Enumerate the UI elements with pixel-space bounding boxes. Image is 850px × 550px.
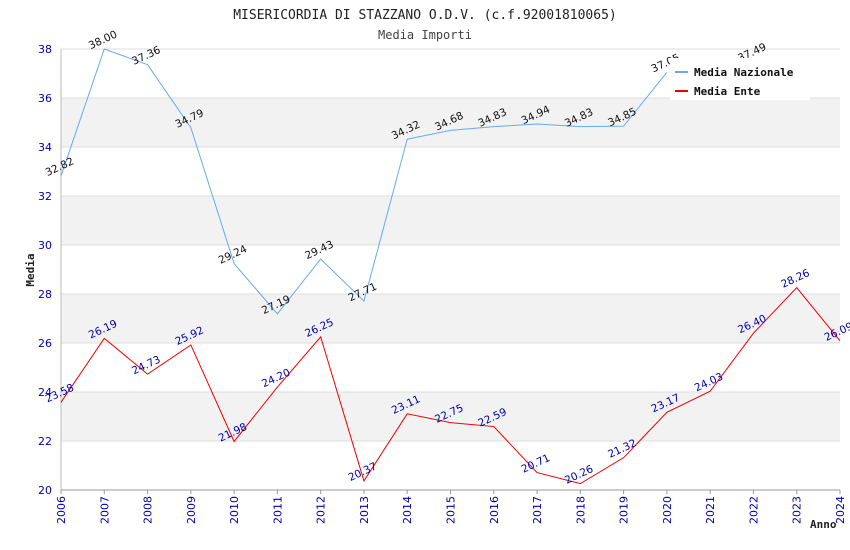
plot-band xyxy=(61,98,840,147)
chart-subtitle: Media Importi xyxy=(378,28,472,42)
x-axis-ticks: 2006 2007 2008 2009 2010 2011 2012 2013 2014 2015… xyxy=(55,490,847,524)
plot-band xyxy=(61,392,840,441)
y-tick-label: 26 xyxy=(38,337,52,350)
x-tick-label: 2018 xyxy=(574,496,587,524)
x-tick-label: 2023 xyxy=(791,496,804,524)
plot-bands xyxy=(61,49,840,490)
x-tick-label: 2010 xyxy=(228,496,241,524)
x-tick-label: 2009 xyxy=(185,496,198,524)
y-tick-label: 30 xyxy=(38,239,52,252)
legend-label: Media Ente xyxy=(694,85,761,98)
y-tick-label: 20 xyxy=(38,484,52,497)
plot-band xyxy=(61,245,840,294)
x-tick-label: 2011 xyxy=(271,496,284,524)
x-tick-label: 2022 xyxy=(747,496,760,524)
legend-box xyxy=(670,58,810,100)
legend-label: Media Nazionale xyxy=(694,66,794,79)
plot-band xyxy=(61,196,840,245)
y-axis-label: Media xyxy=(24,253,37,286)
x-tick-label: 2020 xyxy=(661,496,674,524)
y-tick-label: 24 xyxy=(38,386,52,399)
plot-band xyxy=(61,343,840,392)
x-tick-label: 2019 xyxy=(618,496,631,524)
x-tick-label: 2008 xyxy=(142,496,155,524)
y-axis-ticks: 20 22 24 26 28 30 32 34 36 38 xyxy=(38,43,52,497)
x-axis-label: Anno xyxy=(810,518,837,531)
series-lines xyxy=(60,49,841,485)
series-line-ente xyxy=(60,286,841,485)
x-tick-label: 2013 xyxy=(358,496,371,524)
x-tick-label: 2017 xyxy=(531,496,544,524)
x-tick-label: 2015 xyxy=(445,496,458,524)
x-tick-label: 2021 xyxy=(704,496,717,524)
y-tick-label: 32 xyxy=(38,190,52,203)
y-tick-label: 22 xyxy=(38,435,52,448)
y-tick-label: 34 xyxy=(38,141,52,154)
x-tick-label: 2006 xyxy=(55,496,68,524)
plot-band xyxy=(61,441,840,490)
y-tick-label: 36 xyxy=(38,92,52,105)
chart-title: MISERICORDIA DI STAZZANO O.D.V. (c.f.920… xyxy=(233,8,617,23)
y-tick-label: 28 xyxy=(38,288,52,301)
x-tick-label: 2024 xyxy=(834,496,847,524)
x-tick-label: 2014 xyxy=(401,496,414,524)
y-tick-label: 38 xyxy=(38,43,52,56)
x-tick-label: 2016 xyxy=(488,496,501,524)
legend: Media Nazionale Media Ente xyxy=(670,58,810,100)
x-tick-label: 2007 xyxy=(98,496,111,524)
plot-band xyxy=(61,147,840,196)
x-tick-label: 2012 xyxy=(315,496,328,524)
plot-band xyxy=(61,294,840,343)
